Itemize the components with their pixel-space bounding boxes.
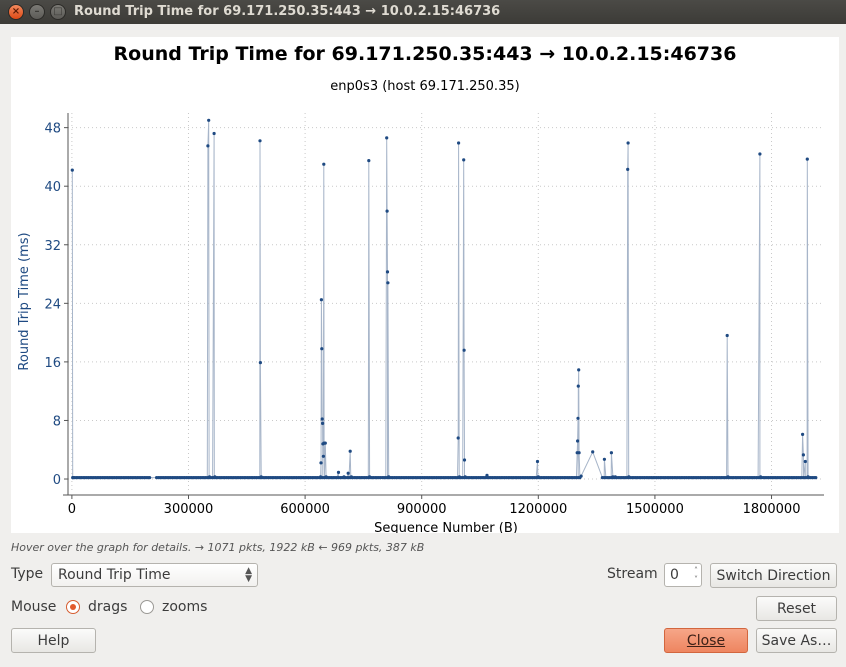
rtt-point (385, 270, 390, 274)
rtt-point (319, 461, 323, 465)
rtt-point (577, 451, 581, 455)
rtt-point (367, 159, 371, 163)
rtt-point (725, 333, 729, 338)
drags-label[interactable]: drags (88, 599, 128, 615)
stream-spinbox-value: 0 (670, 567, 679, 583)
rtt-point (258, 361, 262, 365)
x-tick-label: 0 (68, 502, 76, 517)
window-close-icon[interactable]: × (8, 4, 24, 20)
mouse-label: Mouse (11, 599, 57, 615)
y-tick-label: 8 (53, 414, 61, 429)
save-as-button[interactable]: Save As… (756, 628, 837, 653)
y-axis-label: Round Trip Time (ms) (17, 232, 32, 370)
hover-hint: Hover over the graph for details. → 1071… (11, 541, 425, 554)
rtt-point (462, 458, 467, 462)
rtt-point (758, 152, 762, 156)
drags-radio[interactable] (66, 600, 80, 614)
rtt-point (579, 474, 583, 478)
reset-button[interactable]: Reset (756, 596, 837, 621)
rtt-chart[interactable]: 0 8 16 24 32 40 48 0 300000 600000 900000 1200000 15… (11, 37, 839, 533)
y-tick-label: 0 (53, 473, 61, 488)
y-tick-label: 48 (44, 122, 61, 137)
zooms-label[interactable]: zooms (162, 599, 208, 615)
rtt-point (456, 436, 460, 440)
rtt-point (207, 118, 211, 122)
help-button[interactable]: Help (11, 628, 96, 653)
rtt-point (348, 449, 352, 453)
rtt-point (462, 158, 466, 162)
x-tick-label: 900000 (397, 502, 447, 517)
rtt-point (626, 141, 630, 145)
window-minimize-icon[interactable]: – (29, 4, 45, 20)
y-tick-label: 16 (44, 356, 61, 371)
close-button[interactable]: Close (664, 628, 748, 653)
rtt-point (576, 439, 580, 443)
rtt-point (457, 141, 461, 145)
graph-panel[interactable]: Round Trip Time for 69.171.250.35:443 → … (11, 37, 839, 533)
rtt-point (626, 167, 630, 171)
x-tick-label: 1500000 (626, 502, 684, 517)
y-tick-label: 24 (44, 297, 61, 312)
window-titlebar: × – □ Round Trip Time for 69.171.250.35:… (0, 0, 846, 24)
x-tick-label: 1800000 (743, 502, 801, 517)
window-maximize-icon[interactable]: □ (50, 4, 66, 20)
rtt-point (576, 416, 580, 420)
type-label: Type (11, 566, 44, 582)
x-axis-label: Sequence Number (B) (374, 521, 518, 533)
window-title: Round Trip Time for 69.171.250.35:443 → … (74, 4, 501, 19)
rtt-point (801, 453, 806, 457)
x-tick-label: 1200000 (509, 502, 567, 517)
rtt-point (321, 454, 325, 458)
rtt-point (320, 417, 324, 421)
zooms-radio[interactable] (140, 600, 154, 614)
rtt-point (323, 441, 327, 445)
graph-title: Round Trip Time for 69.171.250.35:443 → … (113, 43, 737, 65)
rtt-series-line (71, 120, 816, 480)
rtt-point (212, 131, 216, 136)
rtt-point (385, 209, 389, 213)
rtt-point (70, 168, 74, 172)
rtt-point (803, 459, 807, 464)
type-combobox-value: Round Trip Time (58, 567, 171, 583)
rtt-point (591, 450, 595, 454)
type-combobox[interactable]: Round Trip Time ▲ ▼ (51, 563, 258, 587)
rtt-point (602, 457, 607, 461)
y-tick-label: 32 (44, 239, 61, 254)
x-tick-label: 300000 (164, 502, 214, 517)
rtt-point (336, 470, 341, 474)
rtt-point (322, 162, 326, 166)
combobox-arrows-icon: ▲ ▼ (245, 566, 252, 584)
stream-spinbox[interactable]: 0 ˄ ˅ (664, 563, 702, 587)
rtt-point (577, 368, 581, 372)
rtt-point (206, 144, 210, 148)
rtt-point (258, 139, 262, 143)
stream-label: Stream (607, 566, 658, 582)
rtt-point (320, 347, 324, 351)
close-button-label: Close (686, 633, 726, 649)
rtt-point (535, 459, 540, 464)
rtt-point (321, 421, 325, 425)
rtt-point (814, 476, 818, 480)
rtt-point (609, 451, 614, 455)
rtt-point (576, 384, 580, 388)
rtt-point (805, 157, 809, 161)
x-tick-label: 600000 (280, 502, 330, 517)
rtt-point (319, 298, 323, 302)
rtt-point (346, 471, 350, 475)
rtt-point (462, 348, 466, 352)
graph-subtitle: enp0s3 (host 69.171.250.35) (330, 79, 520, 94)
switch-direction-button[interactable]: Switch Direction (710, 563, 837, 588)
y-tick-label: 40 (44, 180, 61, 195)
rtt-point (385, 136, 389, 140)
rtt-point (801, 432, 805, 436)
rtt-point (148, 476, 152, 480)
rtt-point (386, 281, 390, 285)
spin-arrows-icon[interactable]: ˄ ˅ (694, 566, 698, 584)
